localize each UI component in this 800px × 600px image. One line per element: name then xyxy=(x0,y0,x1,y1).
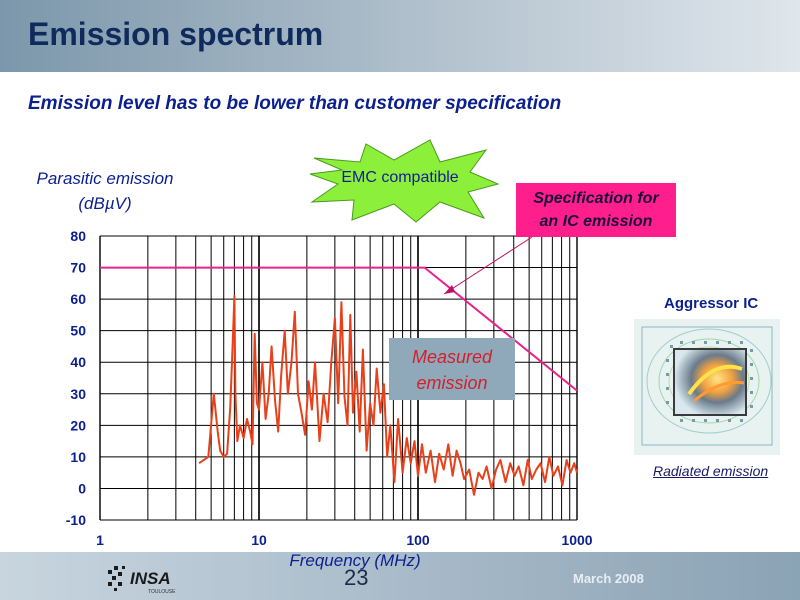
callout-arrowhead xyxy=(444,285,455,294)
slide-header xyxy=(0,0,800,72)
measured-line1: Measured xyxy=(411,347,493,367)
spec-line2: an IC emission xyxy=(539,213,653,230)
y-tick-label: -10 xyxy=(66,512,86,528)
emc-compatible-label: EMC compatible xyxy=(341,169,459,186)
callout-arrow-line xyxy=(443,236,533,295)
y-tick-label: 30 xyxy=(70,386,86,402)
y-axis-label-line2: (dBµV) xyxy=(78,194,132,213)
x-tick-label: 1 xyxy=(96,532,104,548)
aggressor-ic-image xyxy=(634,319,780,455)
burst-shape xyxy=(309,139,500,223)
svg-text:INSA: INSA xyxy=(130,569,171,588)
x-tick-label: 1000 xyxy=(561,532,592,548)
measured-line2: emission xyxy=(416,373,488,393)
y-axis-label: Parasitic emission (dBµV) xyxy=(20,166,190,216)
y-axis-label-line1: Parasitic emission xyxy=(36,169,174,188)
y-tick-label: 60 xyxy=(70,291,86,307)
y-tick-label: 10 xyxy=(70,449,86,465)
spec-line xyxy=(100,266,578,392)
y-tick-label: 70 xyxy=(70,260,86,276)
footer-date: March 2008 xyxy=(573,571,644,586)
x-axis-label: Frequency (MHz) xyxy=(289,551,421,570)
x-tick-label: 10 xyxy=(251,532,267,548)
slide-title: Emission spectrum xyxy=(28,16,324,52)
aggressor-ic-title: Aggressor IC xyxy=(664,295,759,312)
y-tick-label: 20 xyxy=(70,417,86,433)
radiated-emission-link[interactable]: Radiated emission xyxy=(653,463,769,479)
svg-text:TOULOUSE: TOULOUSE xyxy=(148,589,176,595)
measured-emission-line xyxy=(198,295,578,496)
measured-emission-callout: Measured emission xyxy=(389,338,515,400)
spec-line1: Specification for xyxy=(533,190,659,207)
y-tick-label: 80 xyxy=(70,228,86,244)
slide-subtitle: Emission level has to be lower than cust… xyxy=(28,93,562,114)
specification-callout: Specification for an IC emission xyxy=(516,183,676,237)
y-tick-label: 50 xyxy=(70,323,86,339)
emc-compatible-burst xyxy=(309,139,500,223)
y-tick-label: 40 xyxy=(70,354,86,370)
insa-logo: INSA TOULOUSE xyxy=(108,566,176,595)
x-tick-label: 100 xyxy=(406,532,430,548)
page-number: 23 xyxy=(344,565,369,590)
y-tick-label: 0 xyxy=(78,480,86,496)
slide-footer xyxy=(0,552,800,600)
